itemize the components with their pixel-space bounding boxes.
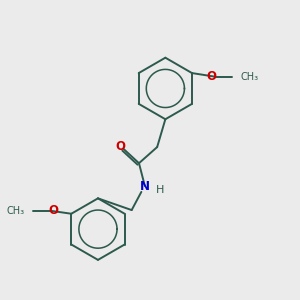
Text: O: O <box>115 140 125 153</box>
Text: H: H <box>156 184 164 195</box>
Text: N: N <box>140 179 150 193</box>
Text: O: O <box>206 70 216 83</box>
Text: CH₃: CH₃ <box>6 206 24 216</box>
Text: CH₃: CH₃ <box>241 72 259 82</box>
Text: O: O <box>49 204 59 217</box>
